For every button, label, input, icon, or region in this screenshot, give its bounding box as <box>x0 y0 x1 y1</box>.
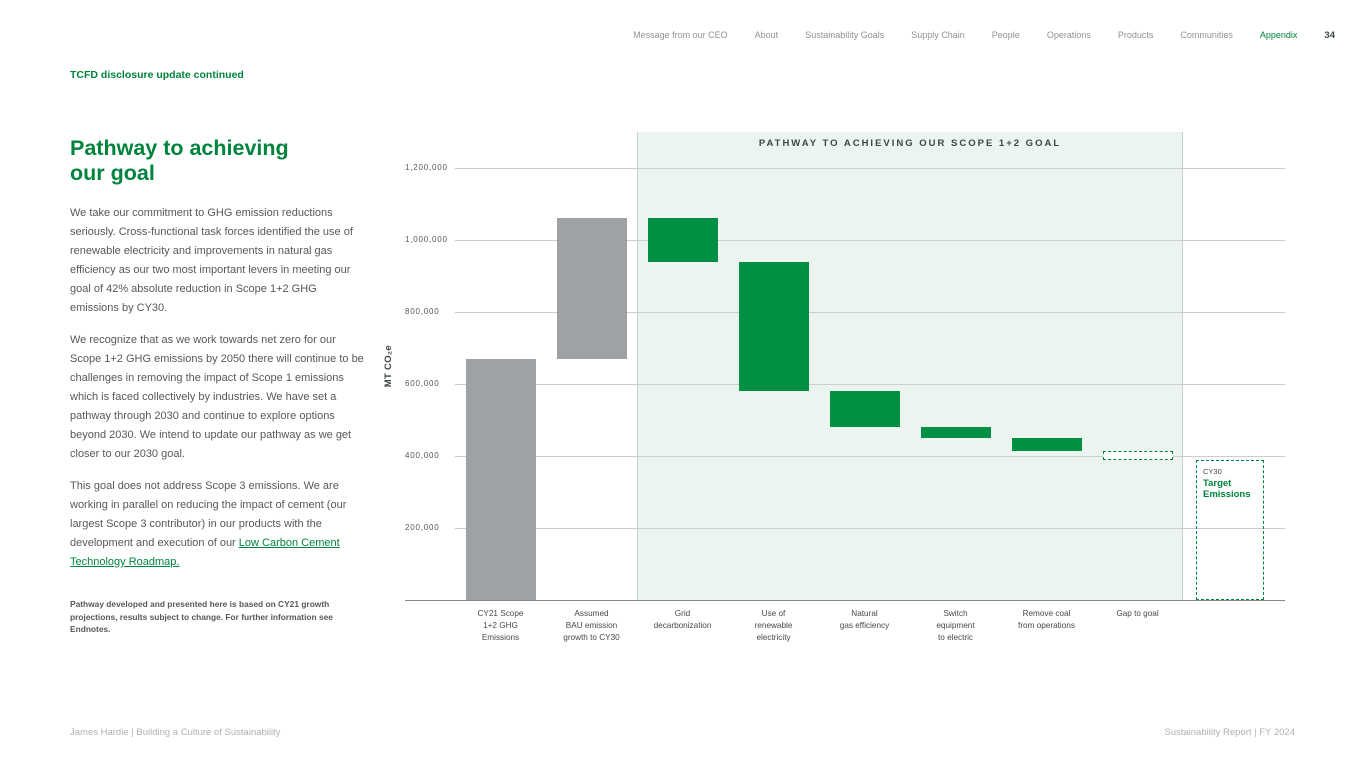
waterfall-bar-green <box>920 427 991 438</box>
y-tick-label: 400,000 <box>405 451 440 460</box>
target-box-label: Target Emissions <box>1203 477 1251 500</box>
waterfall-bar-green <box>829 391 900 428</box>
category-label: Gap to goal <box>1116 609 1159 618</box>
nav-item-sustainability-goals[interactable]: Sustainability Goals <box>805 30 885 40</box>
nav-item-products[interactable]: Products <box>1117 30 1154 40</box>
y-tick-label: 600,000 <box>405 379 440 388</box>
nav-item-message-from-our-ceo[interactable]: Message from our CEO <box>633 30 728 40</box>
y-tick-label: 800,000 <box>405 307 440 316</box>
article-title: Pathway to achieving our goal <box>70 136 289 186</box>
footnote: Pathway developed and presented here is … <box>70 599 333 635</box>
nav-item-operations[interactable]: Operations <box>1046 30 1091 40</box>
x-axis-line <box>405 600 1285 601</box>
chart-plot-area: 200,000 400,000 600,000 800,000 1,000,000 1,2… <box>405 130 1305 670</box>
gridline <box>455 168 1285 169</box>
category-label: CY21 Scope 1+2 GHG Emissions <box>477 609 524 642</box>
category-label: Use of renewable electricity <box>754 609 793 642</box>
top-navigation: Message from our CEO About Sustainabilit… <box>633 30 1335 41</box>
gridline <box>455 456 1285 457</box>
paragraph-2: We recognize that as we work towards net… <box>70 333 364 460</box>
gridline <box>455 384 1285 385</box>
waterfall-bar-green <box>1011 438 1082 451</box>
waterfall-bar-gray <box>465 358 536 600</box>
nav-item-about[interactable]: About <box>754 30 779 40</box>
category-label: Switch equipment to electric <box>936 609 975 642</box>
waterfall-chart: MT CO₂e 200,000 400,000 600,000 800,000 1,00… <box>383 130 1305 670</box>
category-label: Natural gas efficiency <box>839 609 890 630</box>
highlight-region <box>637 132 1183 600</box>
paragraph-3: This goal does not address Scope 3 emiss… <box>70 477 368 572</box>
y-axis-label: MT CO₂e <box>383 345 394 388</box>
category-label: Remove coal from operations <box>1018 609 1075 630</box>
waterfall-bar-green <box>647 218 718 262</box>
footer-right: Sustainability Report | FY 2024 <box>1164 727 1295 738</box>
nav-item-supply-chain[interactable]: Supply Chain <box>911 30 965 40</box>
nav-item-people[interactable]: People <box>991 30 1020 40</box>
chart-title: PATHWAY TO ACHIEVING OUR SCOPE 1+2 GOAL <box>758 138 1062 149</box>
gridline <box>455 312 1285 313</box>
category-label: Grid decarbonization <box>653 609 712 630</box>
low-carbon-roadmap-link[interactable]: Low Carbon Cement Technology Roadmap. <box>70 536 340 568</box>
cy30-target-box: CY30 Target Emissions <box>1196 459 1264 600</box>
y-tick-label: 1,000,000 <box>405 235 448 244</box>
waterfall-bar-green <box>738 261 809 392</box>
text-column: Pathway to achieving our goal We take ou… <box>70 136 368 649</box>
target-box-year: CY30 <box>1203 466 1222 476</box>
paragraph-3-text: This goal does not address Scope 3 emiss… <box>70 479 347 549</box>
waterfall-bar-dashed <box>1102 450 1173 460</box>
category-label: Assumed BAU emission growth to CY30 <box>563 609 620 642</box>
y-tick-label: 1,200,000 <box>405 163 448 172</box>
gridline <box>455 528 1285 529</box>
section-eyebrow: TCFD disclosure update continued <box>70 69 244 81</box>
gridline <box>455 240 1285 241</box>
footer-left: James Hardie | Building a Culture of Sus… <box>70 727 281 738</box>
paragraph-1: We take our commitment to GHG emission r… <box>70 206 353 314</box>
y-tick-label: 200,000 <box>405 523 440 532</box>
page-number: 34 <box>1324 30 1335 41</box>
nav-item-appendix[interactable]: Appendix <box>1259 30 1298 40</box>
waterfall-bar-gray <box>556 218 627 359</box>
nav-item-communities[interactable]: Communities <box>1180 30 1233 40</box>
